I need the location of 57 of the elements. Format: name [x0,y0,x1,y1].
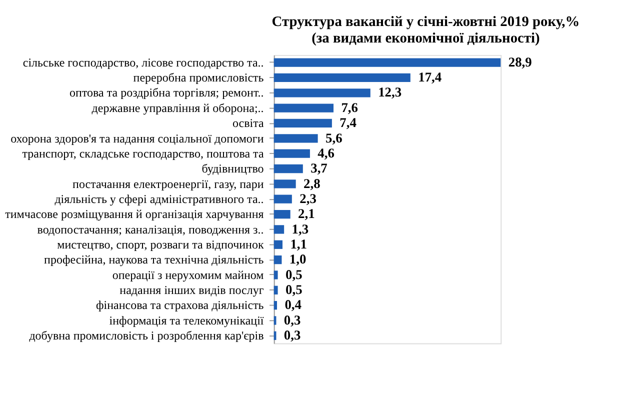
bar [274,118,332,128]
y-tick-label: інформація та телекомунікації [109,313,264,328]
bar [274,180,296,188]
data-label: 2,1 [298,206,316,222]
bar [274,88,370,98]
data-label: 0,3 [284,328,301,343]
y-tick-label: добувна промисловість і розроблення кар'єрів [29,328,264,343]
bar [274,300,278,310]
data-label: 2,8 [304,176,321,191]
data-label: 17,4 [418,70,442,85]
data-label: 1,1 [290,236,308,252]
data-label: 0,5 [285,266,303,282]
y-tick-label: сільське господарство, лісове господарство та.. [22,55,264,70]
y-tick-label: тимчасове розміщування й організація харчування [5,207,264,222]
y-tick-label: мистецтво, спорт, розваги та відпочинок [57,237,264,252]
y-tick-label: операції з нерухомим майном [112,268,264,282]
data-label: 0,3 [284,312,301,328]
y-tick-label: будівництво [202,162,264,176]
bar [274,58,501,67]
bar [274,225,284,234]
bar [274,255,282,264]
data-label: 5,6 [326,130,343,146]
bar [274,286,278,294]
y-tick-label: переробна промисловість [133,70,264,85]
y-tick-label: освіта [232,116,264,130]
data-label: 3,7 [310,160,328,176]
data-label: 12,3 [378,84,402,100]
y-tick-label: надання інших видів послуг [120,282,264,297]
data-label: 0,4 [284,297,302,312]
chart-subtitle: (за видами економічної діяльності) [312,30,540,46]
data-label: 7,4 [340,115,357,130]
data-label: 0,5 [285,282,303,297]
data-label: 2,3 [300,190,317,206]
y-tick-label: оптова та роздрібна торгівля; ремонт.. [70,86,264,100]
y-tick-label: діяльність у сфері адміністративного та.. [54,192,264,206]
bar [274,210,290,219]
data-label: 7,6 [341,100,358,115]
bar [274,194,292,204]
y-tick-label: професійна, наукова та технічна діяльність [44,252,264,267]
data-label: 4,6 [318,145,335,160]
bar [274,270,278,280]
y-tick-label: державне управління й оборона;.. [92,100,264,115]
data-label: 1,3 [292,221,309,236]
y-tick-label: водопостачання; каналізація, поводження з.. [37,222,264,236]
bar [274,240,283,249]
data-label: 28,9 [508,54,532,70]
bar [274,104,334,112]
y-tick-label: охорона здоров'я та надання соціальної допомоги [10,131,264,146]
bar [274,164,303,174]
bar [274,73,410,82]
y-tick-label: фінансова та страхова діяльність [96,298,264,312]
bar [274,149,310,158]
bar [274,134,318,143]
chart-title: Структура вакансій у січні-жовтні 2019 року,% [272,14,580,30]
data-label: 1,0 [289,252,306,267]
y-tick-label: транспорт, складське господарство, поштова та [22,146,264,160]
y-tick-label: постачання електроенергії, газу, пари [72,176,264,191]
